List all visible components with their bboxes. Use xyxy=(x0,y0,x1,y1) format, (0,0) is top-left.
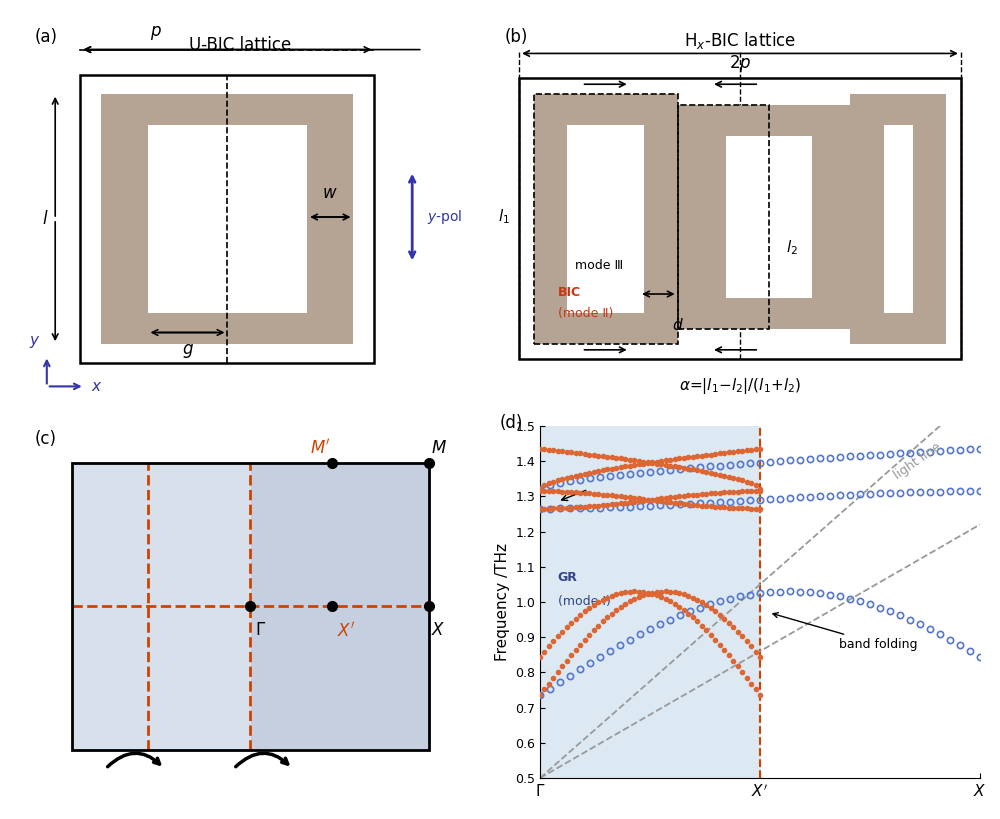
Bar xyxy=(726,136,788,298)
Text: $x$: $x$ xyxy=(91,379,102,394)
Bar xyxy=(884,124,913,314)
Bar xyxy=(80,75,374,364)
Bar xyxy=(678,106,769,328)
Text: $y$: $y$ xyxy=(29,334,40,350)
Text: $\alpha$=|$l_1$$-$$l_2$|/($l_1$+$l_2$): $\alpha$=|$l_1$$-$$l_2$|/($l_1$+$l_2$) xyxy=(679,377,801,396)
Text: $X$: $X$ xyxy=(431,621,446,639)
Bar xyxy=(567,124,644,314)
Text: $\mathrm{H}_x$-BIC lattice: $\mathrm{H}_x$-BIC lattice xyxy=(684,30,796,52)
Bar xyxy=(678,106,769,328)
Bar xyxy=(750,136,812,298)
Bar xyxy=(764,106,850,328)
Text: U-BIC lattice: U-BIC lattice xyxy=(189,36,291,54)
Text: (mode Ⅱ): (mode Ⅱ) xyxy=(558,306,613,319)
Text: mode Ⅲ: mode Ⅲ xyxy=(575,259,623,272)
Bar xyxy=(534,94,678,344)
Text: $2p$: $2p$ xyxy=(729,53,751,75)
Text: $M$: $M$ xyxy=(431,439,447,457)
Bar xyxy=(519,79,961,360)
Text: $d$: $d$ xyxy=(672,317,683,333)
Bar xyxy=(534,94,678,344)
Text: BIC: BIC xyxy=(558,286,581,299)
Y-axis label: Frequency /THz: Frequency /THz xyxy=(495,543,510,661)
Bar xyxy=(72,463,429,750)
Bar xyxy=(72,463,250,750)
Text: $l_1$: $l_1$ xyxy=(498,208,510,226)
Bar xyxy=(148,124,307,314)
Text: band folding: band folding xyxy=(773,613,918,651)
Text: $\Gamma$: $\Gamma$ xyxy=(255,621,266,639)
Text: $l$: $l$ xyxy=(42,210,49,228)
Bar xyxy=(850,94,946,344)
Text: (b): (b) xyxy=(505,29,528,47)
Text: $X'$: $X'$ xyxy=(337,621,355,640)
Text: $g$: $g$ xyxy=(182,342,193,360)
Text: $y$-pol: $y$-pol xyxy=(427,208,462,226)
Text: (a): (a) xyxy=(34,29,57,47)
Text: (c): (c) xyxy=(34,429,56,447)
Text: $p$: $p$ xyxy=(150,24,162,42)
Text: GR: GR xyxy=(558,571,577,584)
Text: $M'$: $M'$ xyxy=(310,438,330,457)
Bar xyxy=(540,426,760,778)
Text: (mode Ⅰ): (mode Ⅰ) xyxy=(558,595,610,609)
Text: $w$: $w$ xyxy=(322,183,338,201)
Bar xyxy=(72,463,429,750)
Bar xyxy=(101,94,353,344)
Text: (d): (d) xyxy=(500,414,523,432)
Text: $l_2$: $l_2$ xyxy=(786,238,798,257)
Text: light line: light line xyxy=(892,440,944,482)
